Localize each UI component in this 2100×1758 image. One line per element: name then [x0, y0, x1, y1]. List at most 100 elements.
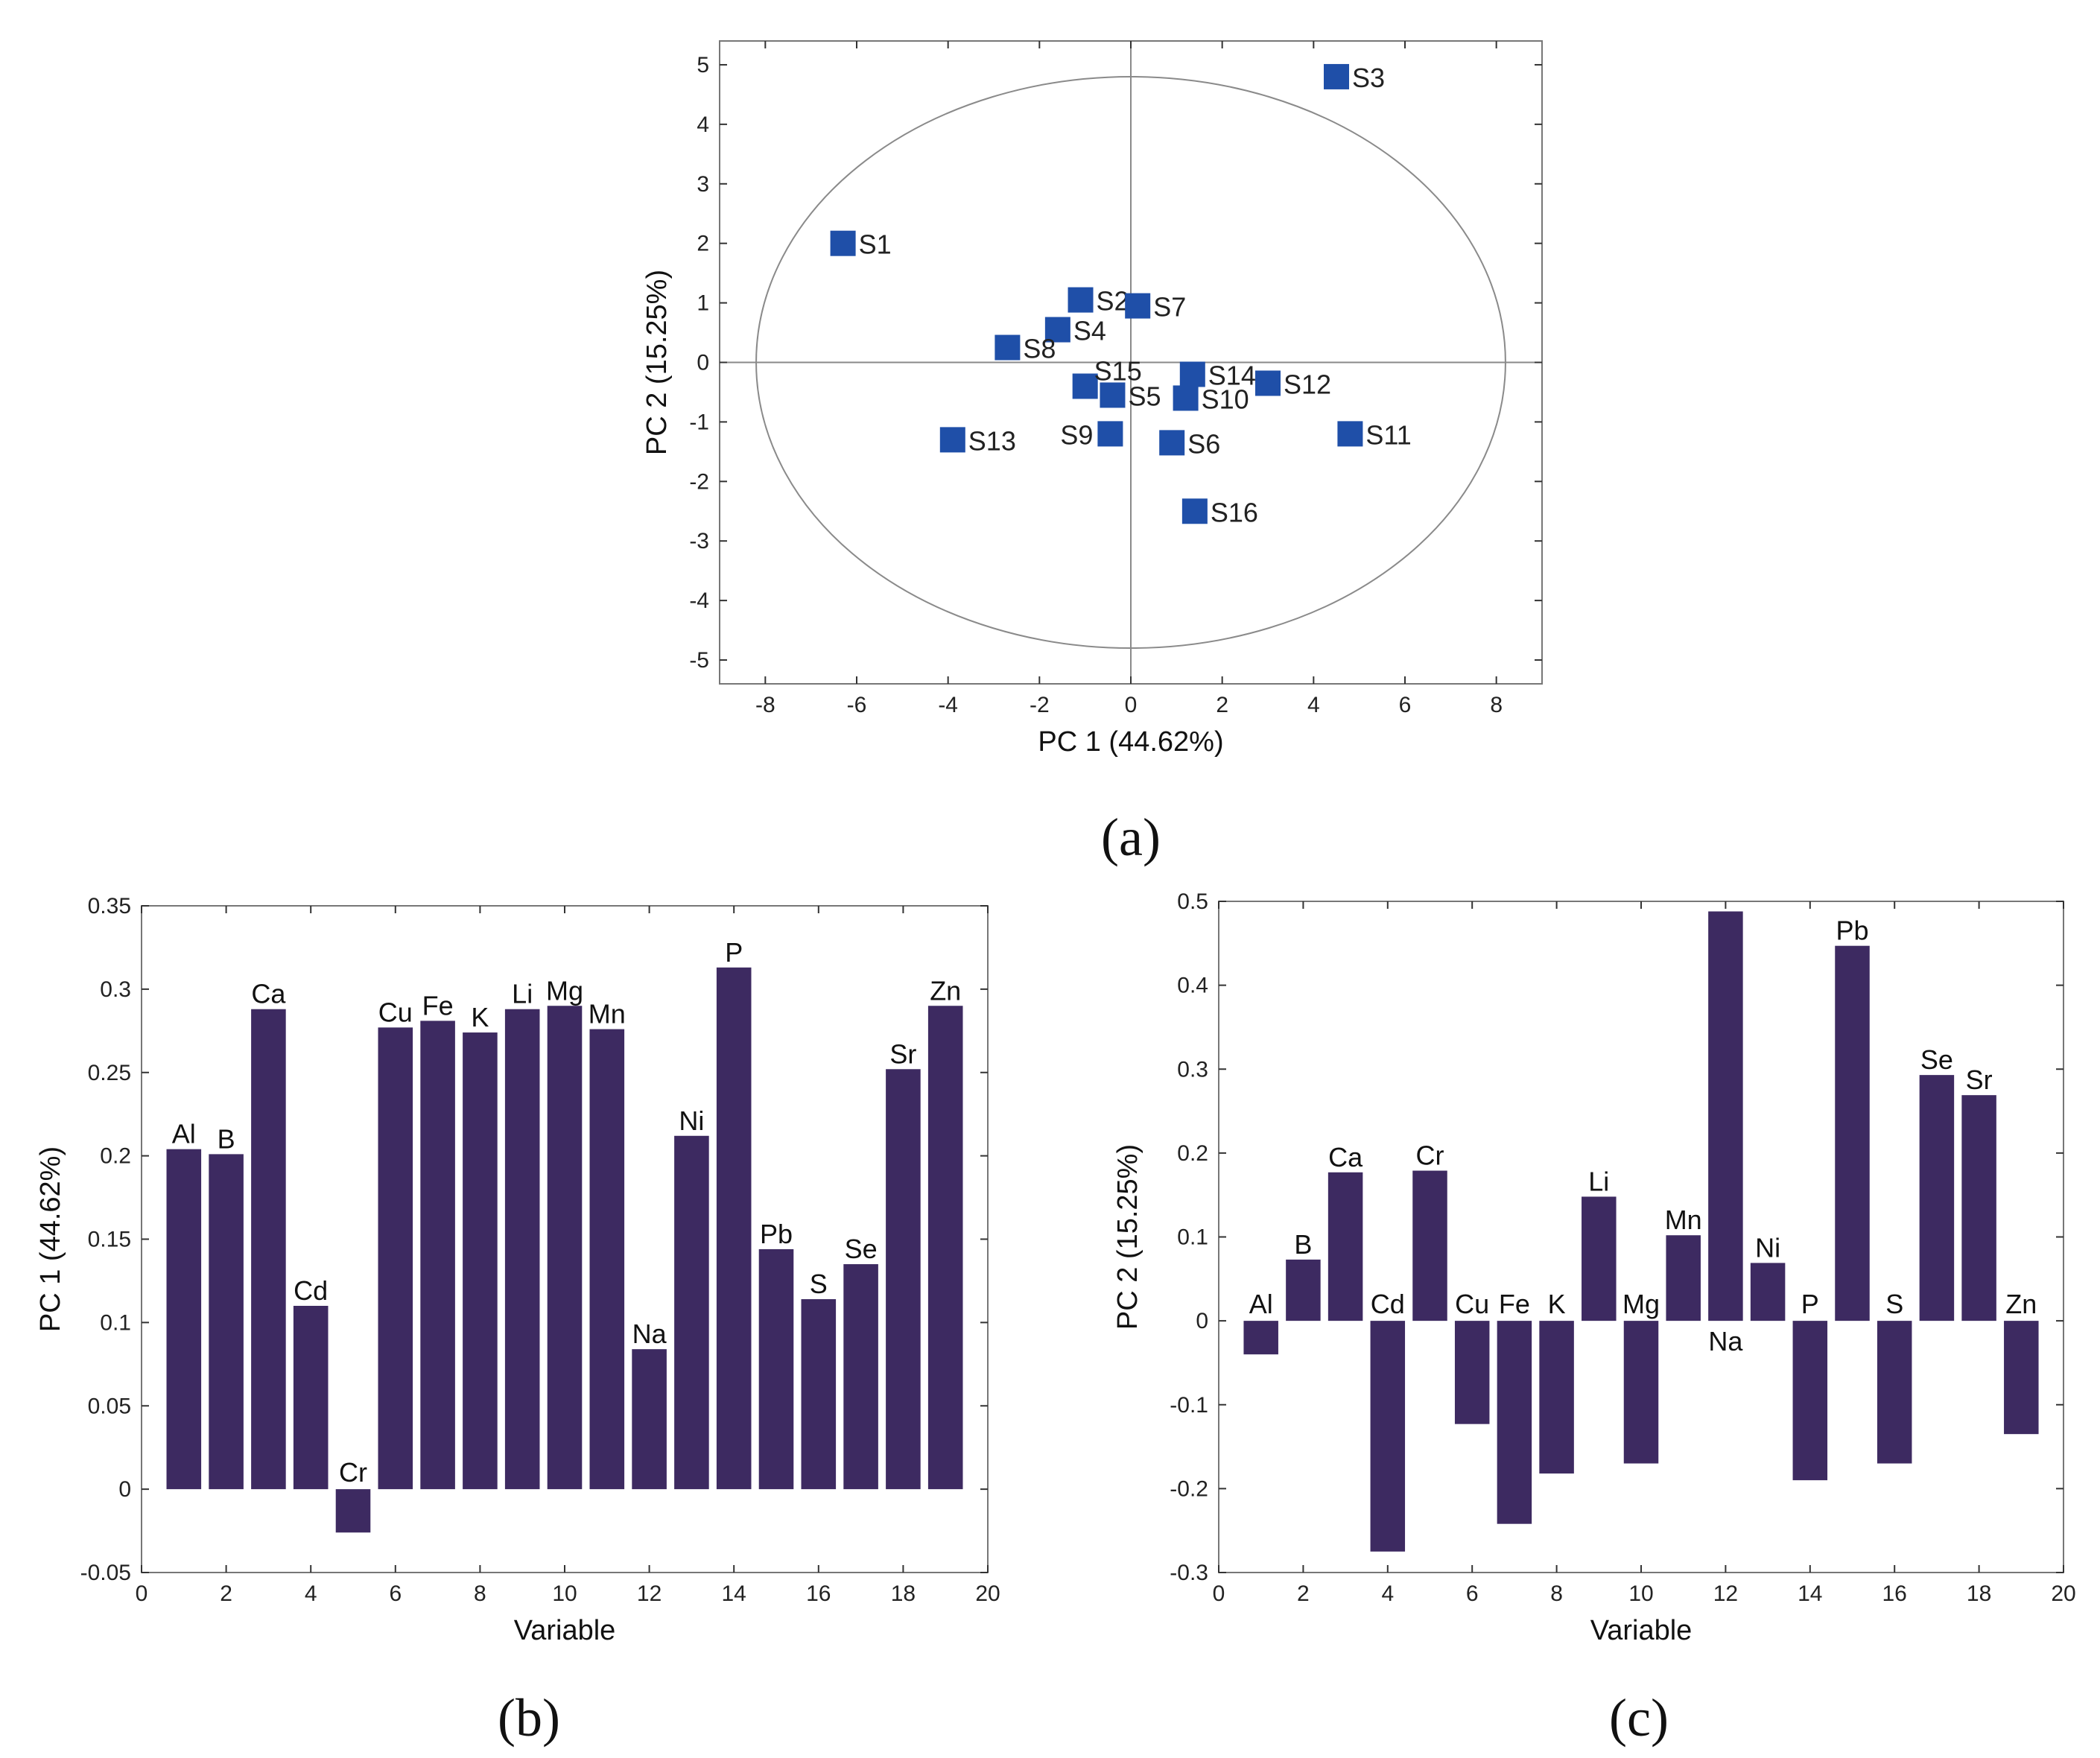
a-xtick-label: 8 — [1490, 693, 1503, 717]
c-bar-li — [1582, 1196, 1617, 1321]
b-ytick-label: 0.3 — [100, 977, 131, 1002]
a-point-label-s13: S13 — [968, 425, 1016, 456]
c-xtick-label: 6 — [1466, 1581, 1479, 1606]
b-bar-mg — [547, 1006, 583, 1490]
c-bar-al — [1243, 1321, 1278, 1355]
c-xtick-label: 2 — [1297, 1581, 1310, 1606]
b-ytick-label: -0.05 — [80, 1561, 131, 1585]
b-bar-al — [166, 1149, 202, 1490]
b-xtick-label: 0 — [136, 1581, 148, 1606]
c-bar-label-s: S — [1885, 1289, 1903, 1319]
a-point-marker-s5 — [1100, 382, 1126, 408]
c-xtick-label: 4 — [1381, 1581, 1394, 1606]
c-bar-label-mn: Mn — [1665, 1205, 1702, 1235]
c-ytick-label: 0.5 — [1177, 889, 1208, 914]
a-point-marker-s6 — [1159, 430, 1185, 456]
b-bar-zn — [927, 1006, 963, 1490]
a-panel-label: (a) — [1101, 807, 1161, 867]
b-bar-label-p: P — [725, 937, 743, 968]
c-bar-label-ca: Ca — [1328, 1142, 1363, 1172]
a-point-label-s10: S10 — [1202, 384, 1249, 414]
c-bar-mg — [1623, 1321, 1659, 1464]
c-bar-zn — [2004, 1321, 2039, 1435]
c-xtick-label: 0 — [1213, 1581, 1225, 1606]
b-xtick-label: 2 — [220, 1581, 232, 1606]
a-ytick-label: 1 — [697, 291, 709, 316]
a-ytick-label: 3 — [697, 172, 709, 197]
b-bar-sr — [886, 1069, 921, 1490]
c-bar-na — [1708, 911, 1743, 1321]
b-bar-label-cr: Cr — [339, 1457, 367, 1488]
a-point-marker-s10 — [1173, 385, 1199, 411]
b-bar-label-cd: Cd — [294, 1275, 328, 1306]
chart-b-pc1-loadings: 0 2 4 6 8 10 12 14 16 18 20-0.0500.050.10.150.20.2… — [35, 894, 1000, 1748]
a-point-label-s3: S3 — [1352, 63, 1385, 93]
c-bar-cr — [1412, 1170, 1447, 1321]
c-x-axis-label: Variable — [1590, 1615, 1693, 1646]
a-ytick-label: -3 — [689, 529, 709, 553]
c-bar-cu — [1454, 1321, 1490, 1424]
chart-a-scatter: -8 -6 -4 -2 0 2 4 6 8 -5 -4 -3 -2 -1 0 1 2 3 4 5 PC 1 (44.62… — [641, 40, 1543, 867]
c-bar-label-na: Na — [1708, 1326, 1743, 1356]
c-bar-label-ni: Ni — [1755, 1232, 1780, 1263]
c-bar-label-fe: Fe — [1499, 1289, 1530, 1319]
b-bar-label-mn: Mn — [589, 999, 626, 1029]
a-xtick-label: -2 — [1030, 693, 1050, 717]
a-y-axis-label: PC 2 (15.25%) — [641, 270, 673, 455]
a-point-label-s8: S8 — [1023, 334, 1056, 364]
c-xtick-label: 18 — [1967, 1581, 1991, 1606]
a-point-label-s16: S16 — [1211, 497, 1258, 527]
chart-c-pc2-loadings: 0 2 4 6 8 10 12 14 16 18 20 -0.3 -0.2 -0.1 0 0.1 0.2 0.3 0… — [1112, 889, 2076, 1748]
a-point-marker-s7 — [1125, 293, 1151, 319]
c-xtick-label: 14 — [1798, 1581, 1822, 1606]
b-bar-mn — [589, 1029, 625, 1490]
a-point-marker-s15 — [1072, 373, 1098, 399]
b-ytick-label: 0.15 — [88, 1228, 131, 1252]
b-bar-label-al: Al — [172, 1119, 196, 1149]
a-point-label-s4: S4 — [1073, 316, 1106, 346]
a-point-label-s12: S12 — [1284, 369, 1331, 399]
b-bar-label-fe: Fe — [422, 990, 454, 1021]
c-bar-ca — [1327, 1172, 1363, 1321]
c-panel-label: (c) — [1609, 1688, 1669, 1748]
c-ytick-label: 0.3 — [1177, 1057, 1208, 1082]
b-ytick-label: 0.25 — [88, 1061, 131, 1085]
c-ytick-label: -0.2 — [1170, 1476, 1208, 1501]
c-ytick-label: 0.1 — [1177, 1225, 1208, 1250]
b-bar-label-mg: Mg — [546, 975, 583, 1006]
c-bar-label-se: Se — [1920, 1044, 1953, 1075]
b-bar-ca — [251, 1009, 286, 1490]
c-bar-fe — [1497, 1321, 1532, 1524]
c-ytick-label: 0 — [1196, 1309, 1208, 1333]
b-bar-label-k: K — [471, 1002, 489, 1032]
b-bar-na — [632, 1349, 667, 1490]
c-bar-s — [1877, 1321, 1912, 1464]
c-bar-se — [1919, 1075, 1955, 1321]
c-bar-k — [1539, 1321, 1574, 1474]
a-point-label-s1: S1 — [859, 229, 892, 260]
c-bar-label-sr: Sr — [1966, 1064, 1993, 1095]
b-xtick-label: 16 — [806, 1581, 831, 1606]
a-x-axis-label: PC 1 (44.62%) — [1038, 726, 1223, 758]
b-bar-label-s: S — [810, 1269, 828, 1299]
c-bar-label-mg: Mg — [1622, 1289, 1660, 1319]
b-bar-se — [843, 1264, 878, 1490]
c-bar-label-zn: Zn — [2005, 1289, 2037, 1319]
c-bar-p — [1792, 1321, 1828, 1481]
b-ytick-label: 0.35 — [88, 894, 131, 918]
b-bar-label-na: Na — [632, 1318, 667, 1349]
a-point-marker-s4 — [1044, 317, 1070, 343]
b-ytick-label: 0 — [118, 1477, 131, 1502]
b-x-axis-label: Variable — [514, 1615, 616, 1646]
b-bar-cr — [335, 1489, 371, 1533]
c-ytick-label: 0.4 — [1177, 974, 1208, 998]
b-xtick-label: 4 — [305, 1581, 317, 1606]
c-bar-label-li: Li — [1588, 1166, 1609, 1196]
c-bar-label-b: B — [1294, 1229, 1312, 1260]
a-point-marker-s8 — [995, 334, 1021, 361]
a-ytick-label: -5 — [689, 648, 709, 673]
b-bar-label-se: Se — [845, 1234, 878, 1264]
a-point-marker-s11 — [1337, 421, 1363, 447]
c-xtick-label: 12 — [1713, 1581, 1738, 1606]
a-point-label-s15: S15 — [1094, 355, 1142, 386]
